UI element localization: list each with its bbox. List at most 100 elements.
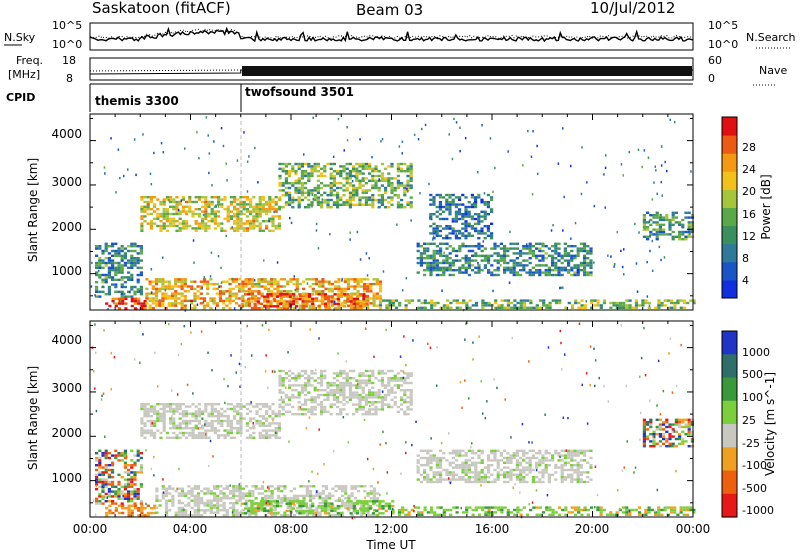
echo-cell-4 (236, 410, 240, 413)
echo-cell-6 (438, 205, 442, 209)
echo-cell-5 (300, 369, 304, 373)
echo-cell-7 (490, 273, 494, 277)
echo-cell-5 (342, 167, 346, 170)
echo-cell-5 (364, 374, 368, 377)
echo-speck (225, 162, 227, 165)
echo-cell-9 (120, 245, 124, 248)
echo-cell-6 (439, 473, 443, 476)
echo-cell-2 (323, 293, 328, 296)
echo-cell-3 (634, 306, 639, 309)
echo-cell-1 (241, 494, 245, 498)
echo-cell-1 (359, 280, 363, 283)
echo-cell-7 (416, 249, 420, 253)
echo-cell-1 (369, 287, 373, 291)
echo-cell-6 (464, 454, 468, 457)
power-cbar-8: 8 (742, 252, 749, 265)
echo-cell-4 (175, 407, 179, 411)
echo-cell-5 (278, 391, 282, 394)
echo-cell-6 (464, 208, 468, 211)
echo-cell-3 (564, 306, 568, 309)
echo-cell-3 (417, 299, 421, 302)
echo-cell-5 (281, 413, 285, 416)
echo-cell-4 (265, 429, 269, 432)
echo-cell-5 (323, 377, 327, 380)
echo-cell-1 (206, 287, 210, 291)
echo-speck (220, 266, 222, 269)
echo-cell-2 (362, 502, 366, 505)
echo-cell-2 (298, 512, 302, 515)
echo-cell-7 (477, 271, 481, 274)
echo-cell-9 (98, 247, 102, 250)
echo-cell-5 (387, 389, 391, 392)
echo-cell-1 (222, 494, 226, 498)
echo-cell-4 (185, 205, 189, 208)
echo-cell-5 (361, 191, 365, 194)
echo-cell-7 (544, 245, 548, 248)
echo-cell-2 (311, 293, 315, 296)
echo-cell-0 (108, 304, 112, 308)
echo-cell-6 (448, 227, 452, 230)
echo-cell-6 (467, 459, 471, 462)
echo-cell-1 (350, 513, 354, 517)
echo-cell-5 (380, 384, 384, 387)
echo-cell-1 (286, 497, 290, 500)
echo-cell-5 (364, 165, 368, 168)
echo-speck (552, 224, 554, 227)
echo-cell-5 (284, 201, 288, 204)
echo-cell-3 (682, 306, 687, 309)
echo-cell-1 (260, 294, 264, 298)
echo-cell-5 (297, 165, 301, 168)
echo-cell-6 (432, 454, 436, 457)
echo-cell-3 (436, 301, 440, 305)
echo-cell-7 (503, 261, 507, 265)
echo-cell-4 (210, 220, 214, 223)
echo-cell-5 (307, 162, 311, 166)
echo-cell-1 (196, 485, 201, 488)
echo-cell-2 (291, 507, 296, 510)
echo-cell-8 (655, 233, 659, 236)
echo-cell-4 (239, 403, 243, 406)
echo-cell-4 (185, 412, 189, 415)
echo-cell-2 (327, 512, 331, 515)
echo-cell-1 (350, 302, 354, 305)
echo-cell-7 (416, 257, 420, 260)
freq-panel: Freq. [MHz] 18 8 Nave 60 0 (8, 54, 787, 86)
echo-cell-5 (310, 165, 314, 168)
echo-cell-4 (165, 212, 169, 216)
echo-cell-1 (222, 292, 226, 295)
echo-cell-3 (519, 304, 523, 307)
echo-cell-9 (95, 261, 99, 265)
echo-cell-3 (644, 301, 648, 305)
echo-cell-5 (320, 369, 324, 373)
echo-cell-0 (114, 507, 118, 510)
echo-cell-6 (451, 473, 455, 476)
echo-cell-3 (522, 304, 527, 307)
echo-speck (620, 249, 622, 253)
echo-speck (196, 303, 199, 306)
echo-cell-7 (426, 269, 430, 272)
echo-cell-4 (153, 422, 157, 425)
echo-cell-4 (229, 196, 233, 199)
echo-cell-2 (288, 504, 292, 508)
echo-cell-5 (284, 191, 288, 194)
echo-cell-2 (317, 504, 321, 508)
echo-cell-1 (366, 304, 370, 307)
echo-cell-1 (283, 494, 287, 498)
echo-cell-1 (203, 509, 207, 512)
echo-cell-6 (480, 468, 484, 472)
echo-speck (628, 150, 630, 154)
echo-cell-0 (146, 514, 150, 517)
echo-cell-3 (631, 306, 635, 309)
echo-cell-1 (360, 485, 364, 488)
echo-cell-4 (181, 403, 185, 406)
echo-cell-1 (356, 489, 361, 493)
echo-cell-7 (512, 247, 516, 250)
echo-cell-7 (506, 247, 510, 250)
echo-cell-7 (432, 261, 436, 265)
echo-cell-5 (348, 384, 352, 387)
echo-cell-7 (451, 259, 455, 262)
echo-cell-5 (403, 170, 407, 173)
echo-cell-7 (544, 257, 548, 260)
echo-cell-7 (576, 273, 580, 277)
echo-cell-6 (419, 464, 423, 467)
